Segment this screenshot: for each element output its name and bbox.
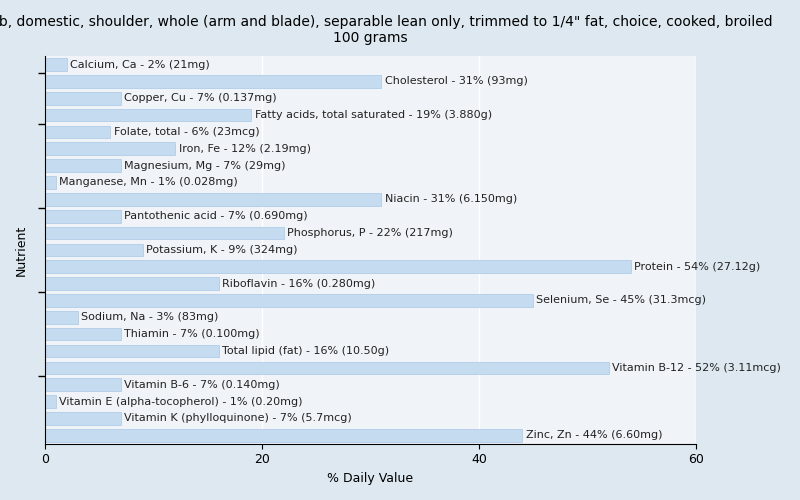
Bar: [46, 226, 284, 239]
Text: Folate, total - 6% (23mcg): Folate, total - 6% (23mcg): [114, 127, 259, 137]
Text: Selenium, Se - 45% (31.3mcg): Selenium, Se - 45% (31.3mcg): [536, 296, 706, 306]
Bar: [46, 412, 122, 425]
Bar: [46, 193, 382, 205]
Text: Iron, Fe - 12% (2.19mg): Iron, Fe - 12% (2.19mg): [178, 144, 310, 154]
Bar: [46, 92, 122, 104]
Text: Total lipid (fat) - 16% (10.50g): Total lipid (fat) - 16% (10.50g): [222, 346, 389, 356]
Bar: [46, 378, 122, 391]
Bar: [46, 75, 382, 88]
Bar: [46, 210, 122, 222]
Text: Vitamin B-6 - 7% (0.140mg): Vitamin B-6 - 7% (0.140mg): [125, 380, 280, 390]
Text: Thiamin - 7% (0.100mg): Thiamin - 7% (0.100mg): [125, 329, 260, 339]
Text: Fatty acids, total saturated - 19% (3.880g): Fatty acids, total saturated - 19% (3.88…: [254, 110, 492, 120]
Bar: [46, 160, 122, 172]
Text: Magnesium, Mg - 7% (29mg): Magnesium, Mg - 7% (29mg): [125, 160, 286, 170]
Text: Vitamin B-12 - 52% (3.11mcg): Vitamin B-12 - 52% (3.11mcg): [612, 363, 781, 373]
Text: Potassium, K - 9% (324mg): Potassium, K - 9% (324mg): [146, 245, 298, 255]
Text: Vitamin K (phylloquinone) - 7% (5.7mcg): Vitamin K (phylloquinone) - 7% (5.7mcg): [125, 414, 352, 424]
Text: Niacin - 31% (6.150mg): Niacin - 31% (6.150mg): [385, 194, 517, 204]
Bar: [46, 142, 175, 155]
Bar: [46, 344, 218, 358]
Y-axis label: Nutrient: Nutrient: [15, 224, 28, 276]
Text: Protein - 54% (27.12g): Protein - 54% (27.12g): [634, 262, 760, 272]
Bar: [46, 362, 609, 374]
Bar: [46, 328, 122, 340]
Bar: [46, 244, 143, 256]
Bar: [46, 109, 251, 122]
Bar: [46, 396, 56, 408]
Bar: [46, 126, 110, 138]
Bar: [46, 294, 533, 307]
Text: Vitamin E (alpha-tocopherol) - 1% (0.20mg): Vitamin E (alpha-tocopherol) - 1% (0.20m…: [59, 396, 303, 406]
Text: Calcium, Ca - 2% (21mg): Calcium, Ca - 2% (21mg): [70, 60, 210, 70]
Title: Lamb, domestic, shoulder, whole (arm and blade), separable lean only, trimmed to: Lamb, domestic, shoulder, whole (arm and…: [0, 15, 772, 45]
Bar: [46, 260, 630, 273]
Text: Riboflavin - 16% (0.280mg): Riboflavin - 16% (0.280mg): [222, 278, 375, 288]
X-axis label: % Daily Value: % Daily Value: [327, 472, 414, 485]
Text: Copper, Cu - 7% (0.137mg): Copper, Cu - 7% (0.137mg): [125, 93, 277, 103]
Bar: [46, 311, 78, 324]
Text: Manganese, Mn - 1% (0.028mg): Manganese, Mn - 1% (0.028mg): [59, 178, 238, 188]
Bar: [46, 176, 56, 189]
Text: Cholesterol - 31% (93mg): Cholesterol - 31% (93mg): [385, 76, 527, 86]
Bar: [46, 429, 522, 442]
Text: Zinc, Zn - 44% (6.60mg): Zinc, Zn - 44% (6.60mg): [526, 430, 662, 440]
Bar: [46, 58, 67, 71]
Text: Pantothenic acid - 7% (0.690mg): Pantothenic acid - 7% (0.690mg): [125, 211, 308, 221]
Bar: [46, 278, 218, 290]
Text: Phosphorus, P - 22% (217mg): Phosphorus, P - 22% (217mg): [287, 228, 453, 238]
Text: Sodium, Na - 3% (83mg): Sodium, Na - 3% (83mg): [81, 312, 218, 322]
